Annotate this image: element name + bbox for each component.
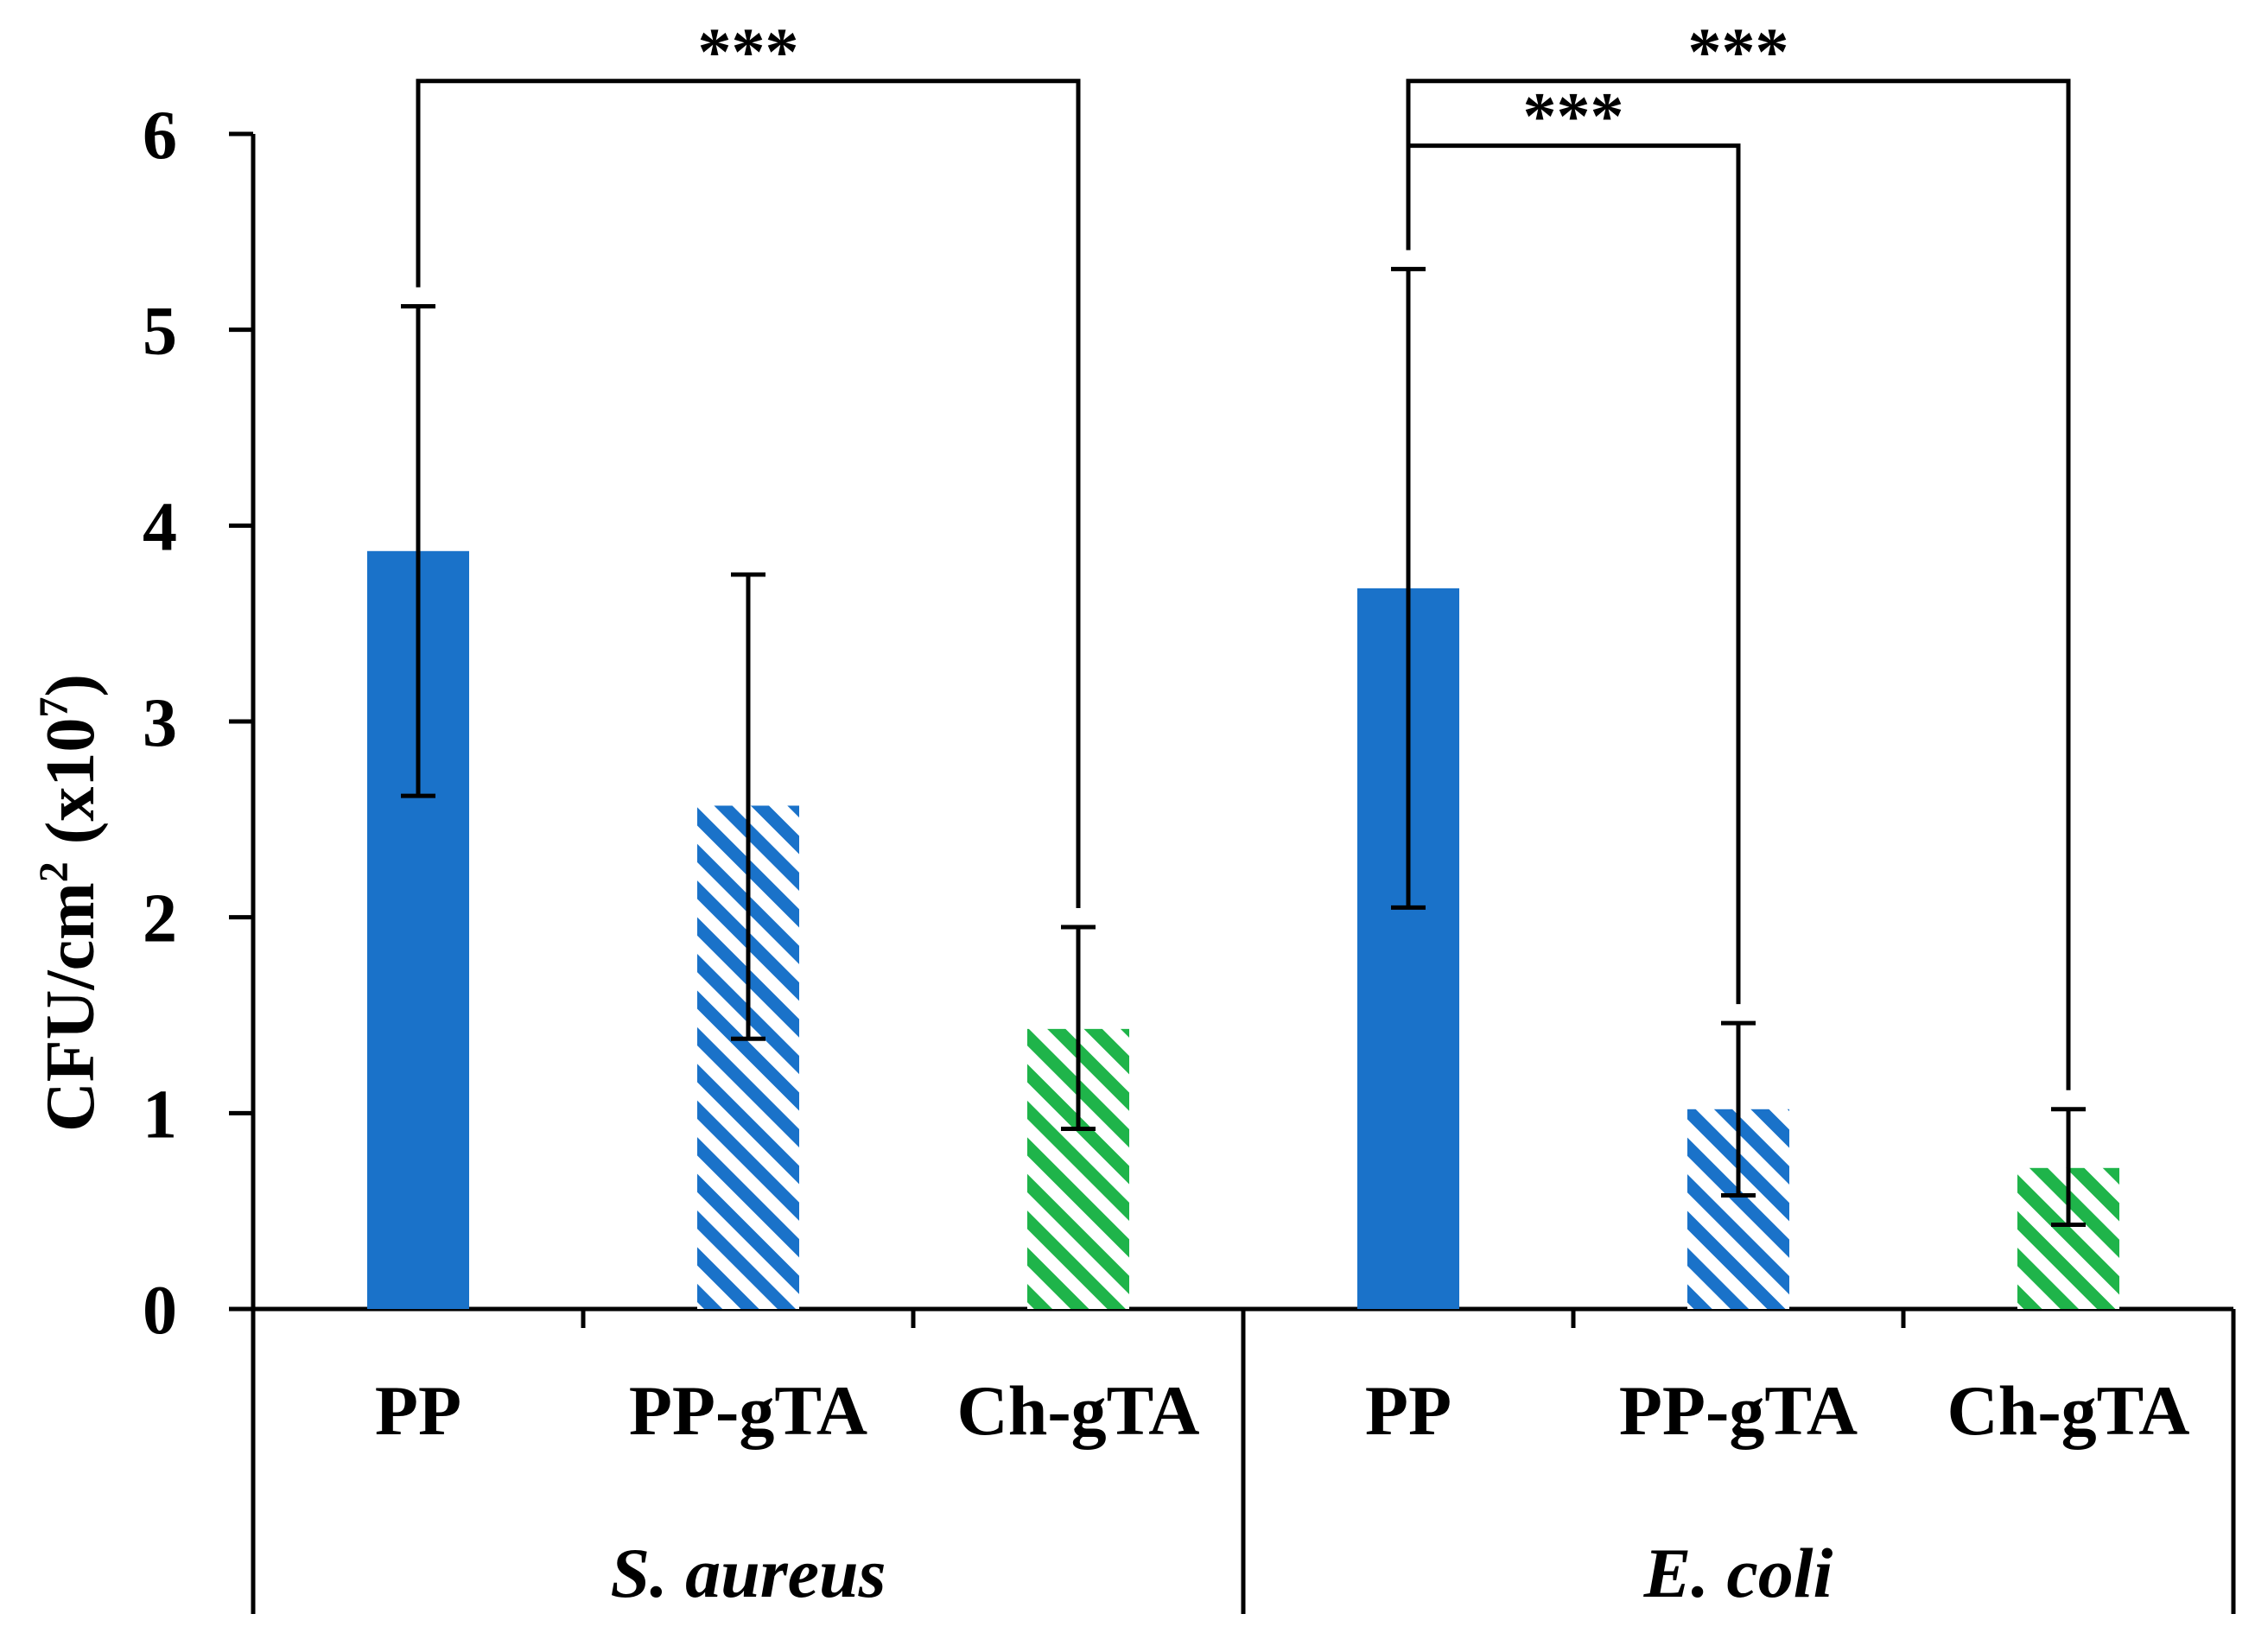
x-tick-label: Ch-gTA [957,1371,1200,1450]
y-tick-label: 3 [143,685,177,761]
y-tick-label: 2 [143,881,177,957]
significance-label: *** [1523,79,1624,154]
significance-bracket [416,79,1081,908]
y-tick-label: 6 [143,98,177,174]
y-tick-label: 0 [143,1273,177,1349]
significance-label: *** [698,14,799,89]
x-tick-label: PP [1365,1371,1451,1450]
y-axis-label: CFU/cm2 (x107) [31,674,109,1132]
bars [367,550,2119,1309]
y-axis-label-mid: (x10 [33,718,109,862]
x-tick-label: Ch-gTA [1947,1371,2190,1450]
y-axis-label-sup1: 2 [31,861,77,882]
y-axis-label-sup2: 7 [31,697,77,718]
y-axis-label-end: ) [33,674,109,697]
x-tick-label: PP-gTA [1619,1371,1858,1450]
x-tick-label: PP [375,1371,461,1450]
significance-bracket [1406,143,1741,1005]
x-tick-label: PP-gTA [629,1371,867,1450]
y-axis-label-main: CFU/cm [33,882,109,1132]
y-tick-label: 5 [143,294,177,370]
group-label: E. coli [1643,1534,1833,1612]
axis-labels: 0 1 2 3 4 5 6 PP PP-gTA Ch-gTA PP PP-gTA Ch-gTA S. au… [143,98,2189,1612]
significance-label: *** [1688,14,1789,89]
y-tick-label: 4 [143,489,177,565]
axes [229,131,2236,1614]
significance-brackets: *** *** *** [416,14,2071,1090]
y-tick-label: 1 [143,1077,177,1153]
group-label: S. aureus [610,1534,886,1612]
error-bars [401,266,2086,1228]
